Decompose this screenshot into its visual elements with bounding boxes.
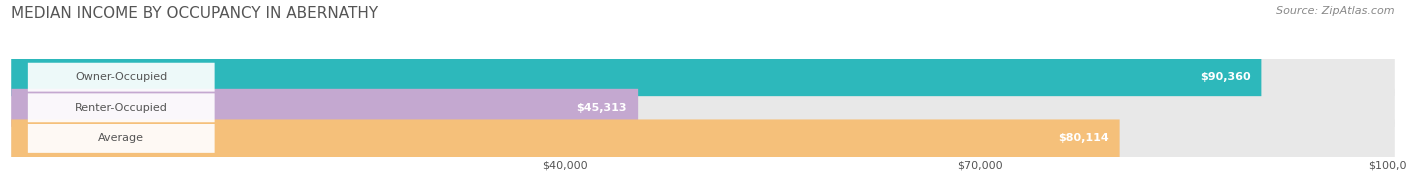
FancyBboxPatch shape (11, 58, 1395, 96)
FancyBboxPatch shape (28, 63, 215, 92)
Text: $45,313: $45,313 (576, 103, 627, 113)
FancyBboxPatch shape (11, 119, 1395, 157)
Text: $90,360: $90,360 (1199, 72, 1250, 82)
FancyBboxPatch shape (28, 93, 215, 122)
FancyBboxPatch shape (11, 119, 1119, 157)
FancyBboxPatch shape (11, 58, 1261, 96)
Text: Renter-Occupied: Renter-Occupied (75, 103, 167, 113)
Text: Owner-Occupied: Owner-Occupied (75, 72, 167, 82)
Text: MEDIAN INCOME BY OCCUPANCY IN ABERNATHY: MEDIAN INCOME BY OCCUPANCY IN ABERNATHY (11, 6, 378, 21)
FancyBboxPatch shape (11, 89, 638, 127)
FancyBboxPatch shape (11, 89, 1395, 127)
Text: $80,114: $80,114 (1057, 133, 1108, 143)
FancyBboxPatch shape (28, 124, 215, 153)
Text: Source: ZipAtlas.com: Source: ZipAtlas.com (1277, 6, 1395, 16)
Text: Average: Average (98, 133, 145, 143)
